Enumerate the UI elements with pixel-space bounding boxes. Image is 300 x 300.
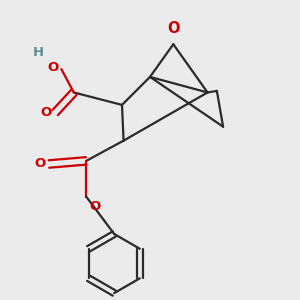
Text: O: O: [41, 106, 52, 119]
Text: H: H: [32, 46, 44, 59]
Text: O: O: [47, 61, 58, 74]
Text: O: O: [167, 22, 180, 37]
Text: O: O: [34, 158, 46, 170]
Text: O: O: [89, 200, 100, 213]
